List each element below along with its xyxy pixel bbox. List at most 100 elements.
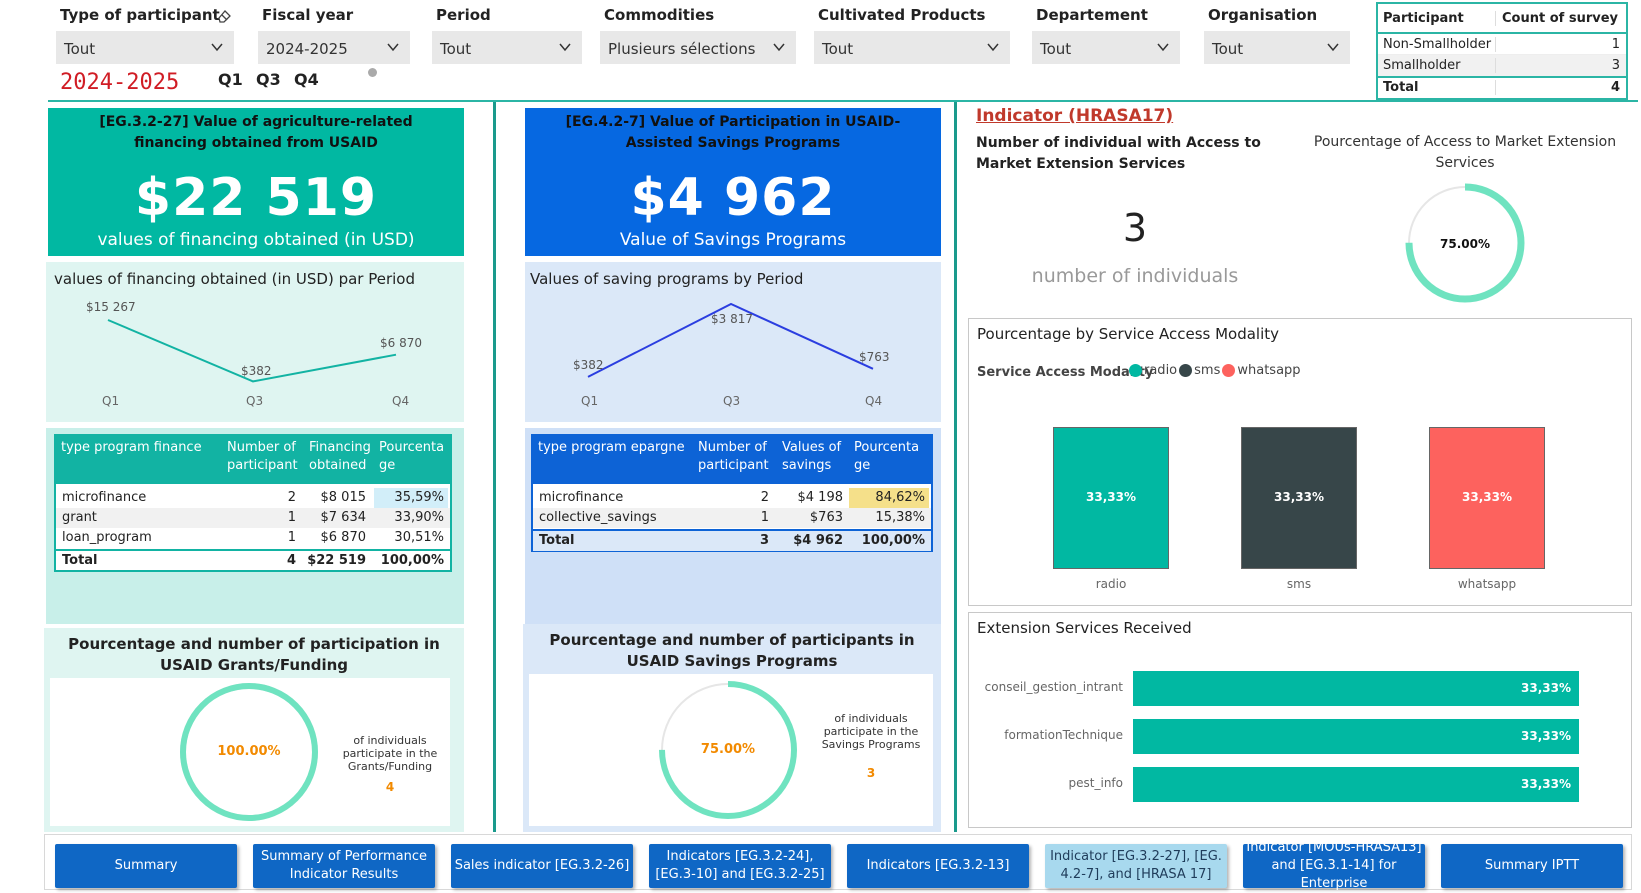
bar-value-label: 33,33%	[1521, 681, 1571, 695]
y-tick-label: formationTechnique	[1004, 728, 1123, 742]
column-header[interactable]: Financing obtained	[309, 440, 371, 473]
quarter-q1[interactable]: Q1	[218, 70, 243, 89]
gauge-count: 4	[385, 780, 395, 794]
data-label: $763	[859, 350, 890, 364]
kpi-value: $22 519	[134, 168, 378, 228]
modality-bar-chart: Pourcentage by Service Access Modality S…	[968, 318, 1632, 606]
table-cell: $7 634	[320, 510, 367, 525]
bar-value-label: 33,33%	[1086, 490, 1136, 504]
nav-indicators-eg3213-button[interactable]: Indicators [EG.3.2-13]	[847, 844, 1029, 888]
table-cell: 84,62%	[849, 488, 929, 508]
card-title: [EG.4.2-7] Value of Participation in USA…	[565, 114, 901, 151]
gauge-value: 75.00%	[700, 742, 756, 757]
divider	[56, 549, 450, 551]
participant-type-value: Tout	[64, 40, 96, 58]
table-cell: 4	[286, 553, 296, 568]
nav-performance-summary-button[interactable]: Summary of Performance Indicator Results	[253, 844, 435, 888]
chevron-down-icon	[773, 43, 785, 52]
survey-count-table: Participant Count of survey Non-Smallhol…	[1376, 2, 1628, 100]
column-header[interactable]: Pourcentage	[854, 440, 920, 473]
financing-kpi-card: [EG.3.2-27] Value of agriculture-related…	[48, 108, 464, 256]
savings-gauge-panel: Pourcentage and number of participants i…	[523, 624, 941, 832]
table-cell: $4 198	[797, 490, 844, 505]
eraser-icon[interactable]	[216, 8, 232, 28]
column-header[interactable]: Pourcentage	[379, 440, 445, 473]
nav-current-page-button[interactable]: Indicator [EG.3.2-27], [EG. 4.2-7], and …	[1045, 844, 1227, 888]
savings-table-panel: type program epargne Number of participa…	[525, 428, 941, 624]
quarter-q3[interactable]: Q3	[256, 70, 281, 89]
nav-indicators-eg324-button[interactable]: Indicators [EG.3.2-24],[EG.3-10] and [EG…	[649, 844, 831, 888]
quarter-q4[interactable]: Q4	[294, 70, 319, 89]
organisation-dropdown[interactable]: Tout	[1204, 31, 1350, 64]
legend-item[interactable]: sms	[1194, 363, 1221, 378]
table-cell: 30,51%	[394, 530, 444, 545]
nav-mous-enterprise-button[interactable]: Indicator [MOUs-HRASA13] and [EG.3.1-14]…	[1243, 840, 1425, 891]
year-display: 2024-2025	[60, 70, 180, 95]
x-tick-label: Q3	[246, 394, 264, 408]
filter-label-period: Period	[436, 6, 491, 24]
legend-item[interactable]: radio	[1144, 363, 1178, 378]
departement-dropdown[interactable]: Tout	[1032, 31, 1180, 64]
participant-type-dropdown[interactable]: Tout	[56, 31, 234, 64]
table-cell: $22 519	[307, 553, 366, 568]
legend-swatch	[1129, 364, 1142, 377]
table-cell: Total	[62, 553, 98, 568]
nav-summary-iptt-button[interactable]: Summary IPTT	[1441, 844, 1623, 888]
chevron-down-icon	[1157, 43, 1169, 52]
data-label: $3 817	[711, 312, 753, 326]
bar-conseil_gestion_intrant[interactable]	[1133, 671, 1579, 706]
savings-donut-chart	[659, 681, 797, 819]
financing-line-chart: values of financing obtained (in USD) pa…	[46, 262, 464, 422]
gauge-card: 100.00% of individuals participate in th…	[50, 678, 450, 826]
legend-swatch	[1179, 364, 1193, 377]
hrasa-indicator-link[interactable]: Indicator (HRASA17)	[976, 106, 1174, 126]
table-header-row	[533, 436, 931, 484]
nav-sales-indicator-button[interactable]: Sales indicator [EG.3.2-26]	[451, 844, 633, 888]
table-total-row	[533, 531, 931, 551]
table-cell: $763	[809, 510, 843, 525]
table-row	[533, 508, 931, 528]
nav-summary-button[interactable]: Summary	[55, 844, 237, 888]
gauge-count: 3	[866, 766, 876, 780]
legend-title: Service Access Modality	[977, 365, 1154, 380]
filter-label-organisation: Organisation	[1208, 6, 1318, 24]
column-header: type program finance	[61, 440, 202, 455]
column-header[interactable]: Values of savings	[782, 440, 842, 473]
commodities-dropdown[interactable]: Plusieurs sélections	[600, 31, 796, 64]
table-total-row: Total 4	[1378, 76, 1626, 97]
bar-formationTechnique[interactable]	[1133, 719, 1579, 754]
legend: radio sms whatsapp	[1129, 363, 1303, 378]
table-cell: grant	[62, 510, 97, 525]
commodities-value: Plusieurs sélections	[608, 40, 756, 58]
column-header: Count of survey	[1502, 10, 1619, 26]
column-header: Number of participant	[698, 440, 769, 473]
bar-value-label: 33,33%	[1521, 777, 1571, 791]
organisation-value: Tout	[1212, 40, 1244, 58]
kpi-subtitle: values of financing obtained (in USD)	[97, 230, 415, 250]
x-tick-label: Q1	[581, 394, 599, 408]
legend-item[interactable]: whatsapp	[1237, 363, 1301, 378]
extension-bar-chart: Extension Services Received conseil_gest…	[968, 612, 1632, 828]
chart-title: Pourcentage by Service Access Modality	[977, 325, 1280, 343]
column-header: Number of participant	[227, 440, 298, 473]
kpi-subtitle: Value of Savings Programs	[619, 230, 847, 250]
bar-whatsapp[interactable]	[1429, 427, 1545, 569]
table-cell: microfinance	[62, 490, 147, 505]
bar-pest_info[interactable]	[1133, 767, 1579, 802]
cultivated-products-dropdown[interactable]: Tout	[814, 31, 1010, 64]
period-dropdown[interactable]: Tout	[432, 31, 582, 64]
slider-handle[interactable]	[368, 68, 377, 77]
table-cell: 100,00%	[861, 533, 925, 548]
card-title: [EG.3.2-27] Value of agriculture-related…	[99, 114, 413, 151]
bar-sms[interactable]	[1241, 427, 1357, 569]
table-cell: 1	[1611, 36, 1620, 52]
hrasa-gauge-value: 75.00%	[1440, 237, 1490, 251]
table-cell: $4 962	[793, 533, 843, 548]
filter-label-cultivated-products: Cultivated Products	[818, 6, 986, 24]
line-chart-svg	[587, 302, 874, 378]
nav-bar	[44, 834, 1632, 890]
fiscal-year-dropdown[interactable]: 2024-2025	[258, 31, 410, 64]
bar-radio[interactable]	[1053, 427, 1169, 569]
y-tick-label: pest_info	[1068, 776, 1123, 790]
x-tick-label: radio	[1095, 577, 1127, 591]
